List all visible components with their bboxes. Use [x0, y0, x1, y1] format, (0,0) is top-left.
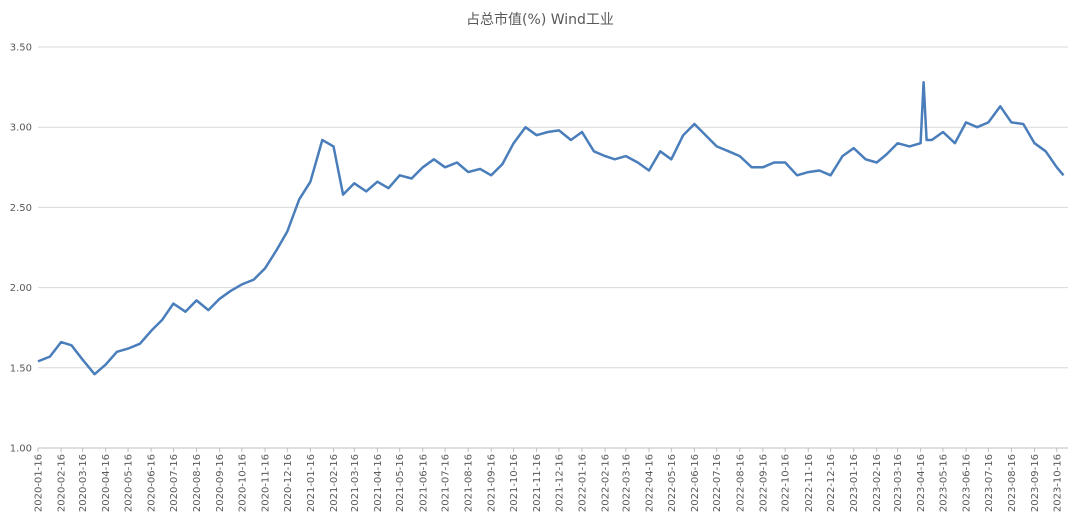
x-tick-label: 2021-04-16 [373, 454, 384, 512]
x-tick-label: 2022-10-16 [781, 454, 792, 512]
x-tick-label: 2022-02-16 [601, 454, 612, 512]
x-tick-label: 2023-07-16 [984, 454, 995, 512]
y-tick-label: 3.00 [10, 123, 32, 134]
x-tick-label: 2022-08-16 [735, 454, 746, 512]
y-tick-label: 3.50 [10, 43, 32, 54]
x-tick-label: 2023-06-16 [962, 454, 973, 512]
x-tick-label: 2023-04-16 [916, 454, 927, 512]
line-series [37, 81, 1065, 376]
x-tick-label: 2020-12-16 [283, 454, 294, 512]
x-tick-label: 2023-09-16 [1030, 454, 1041, 512]
x-tick-label: 2021-12-16 [554, 454, 565, 512]
x-tick-label: 2021-06-16 [418, 454, 429, 512]
x-tick-label: 2020-11-16 [260, 454, 271, 512]
x-tick-label: 2021-08-16 [464, 454, 475, 512]
x-tick-label: 2020-03-16 [78, 454, 89, 512]
x-tick-label: 2022-05-16 [667, 454, 678, 512]
x-tick-label: 2020-06-16 [147, 454, 158, 512]
x-tick-label: 2021-11-16 [532, 454, 543, 512]
x-tick-label: 2020-05-16 [124, 454, 135, 512]
chart-title: 占总市值(%) Wind工业 [466, 11, 614, 28]
x-tick-label: 2020-09-16 [215, 454, 226, 512]
x-tick-label: 2022-04-16 [645, 454, 656, 512]
x-tick-label: 2021-10-16 [509, 454, 520, 512]
x-tick-label: 2020-07-16 [169, 454, 180, 512]
x-tick-label: 2023-01-16 [849, 454, 860, 512]
x-tick-label: 2022-12-16 [826, 454, 837, 512]
x-tick-label: 2021-01-16 [306, 454, 317, 512]
x-tick-label: 2022-03-16 [621, 454, 632, 512]
x-tick-label: 2023-02-16 [872, 454, 883, 512]
x-tick-label: 2020-02-16 [57, 454, 68, 512]
x-tick-label: 2021-05-16 [395, 454, 406, 512]
x-tick-label: 2021-03-16 [350, 454, 361, 512]
y-tick-label: 1.50 [10, 363, 32, 374]
x-tick-label: 2020-10-16 [237, 454, 248, 512]
x-tick-label: 2021-07-16 [441, 454, 452, 512]
x-tick-label: 2023-08-16 [1007, 454, 1018, 512]
x-tick-label: 2022-11-16 [804, 454, 815, 512]
x-tick-label: 2020-08-16 [192, 454, 203, 512]
x-tick-label: 2023-03-16 [893, 454, 904, 512]
x-tick-label: 2022-07-16 [712, 454, 723, 512]
x-tick-label: 2021-09-16 [487, 454, 498, 512]
y-tick-label: 2.50 [10, 203, 32, 214]
x-tick-label: 2022-06-16 [690, 454, 701, 512]
x-tick-label: 2023-10-16 [1052, 454, 1063, 512]
x-tick-label: 2020-01-16 [34, 454, 45, 512]
y-tick-label: 1.00 [10, 444, 32, 455]
x-tick-label: 2021-02-16 [329, 454, 340, 512]
x-tick-label: 2020-04-16 [101, 454, 112, 512]
y-tick-label: 2.00 [10, 283, 32, 294]
x-tick-label: 2023-05-16 [938, 454, 949, 512]
x-tick-label: 2022-01-16 [578, 454, 589, 512]
x-tick-label: 2022-09-16 [758, 454, 769, 512]
